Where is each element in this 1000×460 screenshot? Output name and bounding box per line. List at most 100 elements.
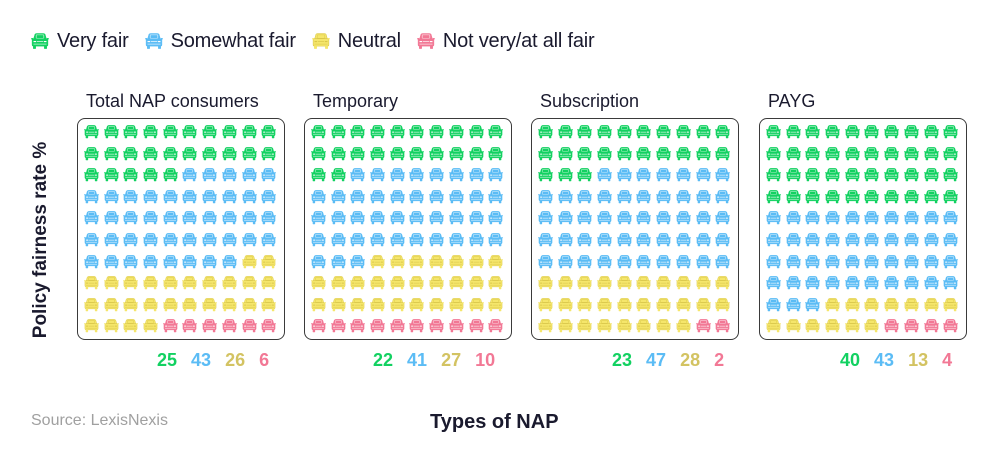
car-icon	[468, 276, 484, 291]
value-neutral: 28	[680, 350, 701, 370]
car-icon	[488, 276, 503, 291]
car-icon	[805, 254, 821, 270]
car-icon	[84, 319, 99, 334]
car-icon	[785, 297, 801, 313]
car-icon	[577, 125, 593, 140]
legend-label: Neutral	[337, 29, 401, 52]
car-icon	[636, 233, 652, 248]
car-icon	[676, 189, 691, 205]
car-icon	[695, 168, 711, 183]
car-icon	[311, 233, 326, 248]
car-icon	[785, 146, 801, 162]
car-icon	[538, 211, 553, 226]
car-icon	[103, 254, 119, 270]
car-icon	[577, 233, 593, 248]
car-icon	[468, 254, 484, 270]
car-icon	[222, 276, 237, 291]
car-icon	[202, 233, 217, 248]
car-icon	[429, 233, 444, 248]
car-icon	[844, 211, 860, 226]
car-icon	[766, 125, 781, 140]
car-icon	[825, 146, 840, 162]
car-icon	[884, 319, 899, 334]
car-icon	[312, 32, 334, 50]
car-icon	[676, 254, 691, 270]
car-icon	[103, 189, 119, 205]
car-icon	[923, 254, 939, 270]
car-icon	[103, 168, 119, 183]
waffle-grid	[531, 118, 739, 340]
car-icon	[695, 233, 711, 248]
car-icon	[864, 319, 880, 334]
car-icon	[222, 168, 237, 183]
car-icon	[557, 297, 573, 313]
car-icon	[577, 319, 593, 334]
car-icon	[766, 276, 781, 291]
car-icon	[488, 189, 503, 205]
car-icon	[143, 189, 158, 205]
car-icon	[923, 168, 939, 183]
car-icon	[943, 211, 958, 226]
car-icon	[409, 125, 425, 140]
car-icon	[143, 276, 158, 291]
panel-payg: PAYG	[759, 88, 967, 340]
car-icon	[144, 32, 167, 50]
car-icon	[656, 233, 671, 248]
car-icon	[103, 276, 119, 291]
car-icon	[825, 189, 840, 205]
car-icon	[597, 125, 612, 140]
car-icon	[616, 233, 632, 248]
car-icon	[350, 319, 366, 334]
car-icon	[409, 233, 425, 248]
car-icon	[222, 319, 237, 334]
panel-temporary: Temporary	[304, 88, 512, 340]
car-icon	[766, 297, 781, 313]
legend-item-somewhat-fair: Somewhat fair	[144, 29, 296, 53]
car-icon	[715, 233, 730, 248]
legend: Very fair Somewhat fair Neutral Not very…	[31, 29, 610, 53]
car-icon	[162, 211, 178, 226]
car-icon	[84, 189, 99, 205]
car-icon	[884, 276, 899, 291]
car-icon	[350, 297, 366, 313]
car-icon	[636, 319, 652, 334]
car-icon	[676, 276, 691, 291]
car-icon	[577, 211, 593, 226]
car-icon	[805, 211, 821, 226]
car-icon	[676, 319, 691, 334]
car-icon	[389, 168, 405, 183]
value-very-fair: 22	[373, 350, 394, 370]
car-icon	[844, 168, 860, 183]
value-not-fair: 6	[259, 350, 270, 370]
car-icon	[538, 168, 553, 183]
car-icon	[103, 297, 119, 313]
car-icon	[468, 168, 484, 183]
car-icon	[597, 254, 612, 270]
car-icon	[182, 254, 198, 270]
car-icon	[417, 32, 439, 50]
car-icon	[488, 254, 503, 270]
panel-title: Total NAP consumers	[86, 91, 259, 111]
car-icon	[449, 254, 464, 270]
car-icon	[616, 125, 632, 140]
car-icon	[884, 254, 899, 270]
car-icon	[370, 189, 385, 205]
car-icon	[202, 254, 217, 270]
value-very-fair: 40	[840, 350, 861, 370]
car-icon	[449, 233, 464, 248]
car-icon	[488, 168, 503, 183]
car-icon	[695, 211, 711, 226]
car-icon	[864, 276, 880, 291]
car-icon	[468, 189, 484, 205]
car-icon	[143, 211, 158, 226]
car-icon	[904, 211, 919, 226]
car-icon	[449, 211, 464, 226]
car-icon	[162, 189, 178, 205]
car-icon	[864, 233, 880, 248]
car-icon	[123, 276, 139, 291]
car-icon	[409, 297, 425, 313]
car-icon	[844, 125, 860, 140]
car-icon	[449, 276, 464, 291]
legend-label: Somewhat fair	[170, 29, 296, 52]
car-icon	[864, 189, 880, 205]
